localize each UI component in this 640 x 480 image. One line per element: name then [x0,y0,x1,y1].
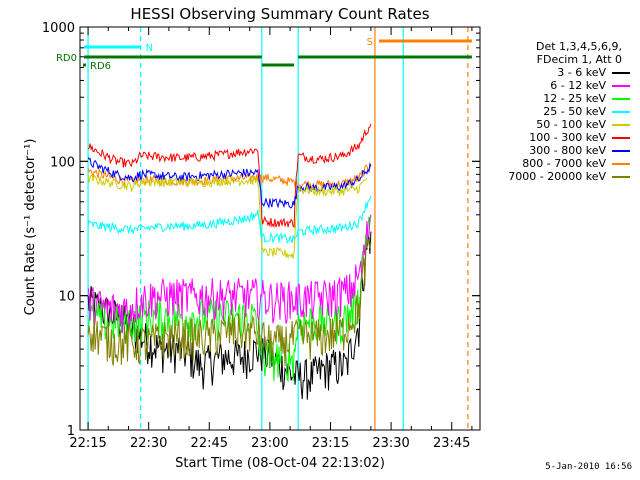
legend-swatch [612,97,630,100]
x-tick-label: 23:45 [433,436,470,451]
series-line-5 [87,123,372,229]
x-tick-label: 22:30 [130,436,167,451]
series-line-4 [87,174,368,260]
x-axis: 22:15 22:30 22:45 23:00 23:15 23:30 23:45 [69,27,473,451]
x-tick-label: 23:30 [372,436,409,451]
flag-label-rd6: RD6 [90,61,111,72]
legend-label: 6 - 12 keV [550,79,606,92]
y-axis: 1 10 100 1000 [42,21,480,439]
x-tick-label: 23:15 [312,436,349,451]
y-axis-label: Count Rate (s⁻¹ detector⁻¹) [23,139,38,316]
flag-marker-rd6 [83,63,86,67]
chart-title: HESSI Observing Summary Count Rates [130,5,429,23]
y-tick-label: 100 [50,155,75,170]
legend: Det 1,3,4,5,6,9, FDecim 1, Att 0 3 - 6 k… [480,40,630,183]
legend-item: 25 - 50 keV [480,105,630,118]
legend-swatch [612,110,630,113]
legend-label: 25 - 50 keV [543,105,606,118]
x-tick-label: 22:15 [69,436,106,451]
legend-swatch [612,175,630,178]
legend-item: 7000 - 20000 keV [480,170,630,183]
legend-item: 3 - 6 keV [480,66,630,79]
legend-swatch [612,84,630,87]
legend-item: 800 - 7000 keV [480,157,630,170]
y-tick-label: 1000 [42,21,75,36]
y-tick-label: 1 [67,424,75,439]
series-layer [87,123,372,400]
legend-swatch [612,123,630,126]
legend-label: 12 - 25 keV [543,92,606,105]
legend-swatch [612,136,630,139]
legend-swatch [612,71,630,74]
timestamp: 5-Jan-2010 16:56 [545,462,632,472]
x-tick-label: 22:45 [191,436,228,451]
legend-item: 50 - 100 keV [480,118,630,131]
legend-item: 300 - 800 keV [480,144,630,157]
event-lines [87,27,469,430]
series-line-3 [87,196,372,244]
legend-label: 300 - 800 keV [529,144,606,157]
legend-label: 3 - 6 keV [557,66,606,79]
flag-label-rd0: RD0 [56,53,77,64]
legend-swatch [612,149,630,152]
legend-item: 12 - 25 keV [480,92,630,105]
legend-header-line-1: Det 1,3,4,5,6,9, [535,40,622,53]
series-line-1 [87,214,372,334]
x-axis-label: Start Time (08-Oct-04 22:13:02) [175,456,385,471]
flag-label-n: N [146,43,153,54]
series-line-8 [87,238,372,367]
series-line-2 [87,214,372,382]
series-line-6 [87,157,372,210]
flags-layer: N S RD0 RD6 [56,37,472,72]
legend-label: 7000 - 20000 keV [508,170,606,183]
legend-label: 50 - 100 keV [536,118,606,131]
legend-rows: 3 - 6 keV 6 - 12 keV 12 - 25 keV 25 - 50 ke… [480,66,630,183]
legend-item: 6 - 12 keV [480,79,630,92]
legend-label: 100 - 300 keV [529,131,606,144]
legend-header-line-2: FDecim 1, Att 0 [536,53,622,66]
y-tick-label: 10 [58,290,75,305]
legend-item: 100 - 300 keV [480,131,630,144]
flag-label-s: S [367,37,373,48]
legend-label: 800 - 7000 keV [522,157,606,170]
legend-swatch [612,162,630,165]
x-tick-label: 23:00 [251,436,288,451]
plot-frame [79,26,481,431]
